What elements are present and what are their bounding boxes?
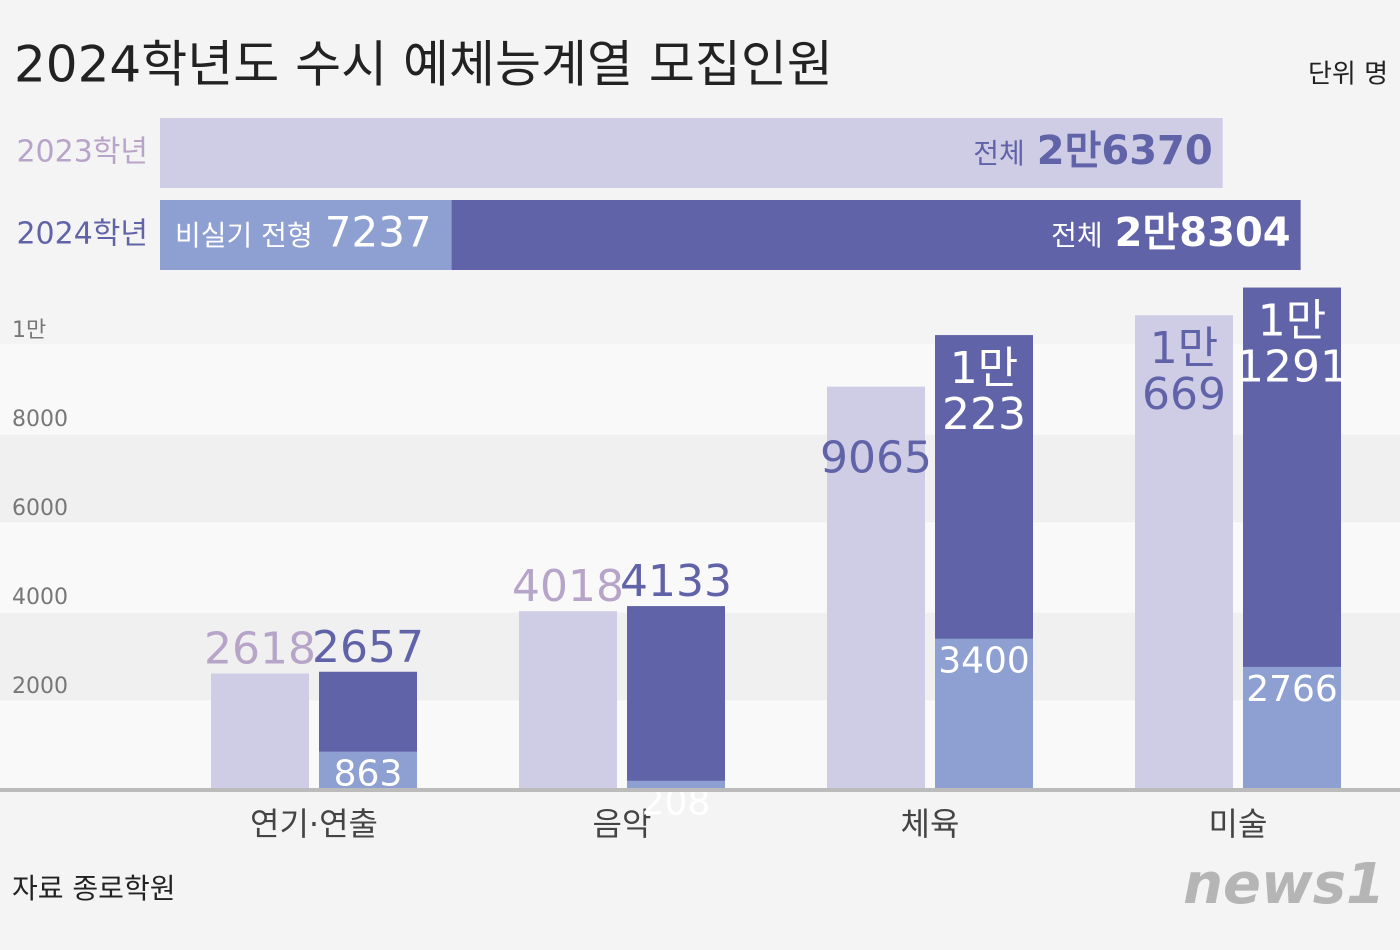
part-value-label: 2766 — [1246, 669, 1338, 710]
total-value: 2만6370 — [1037, 128, 1213, 174]
bar — [519, 611, 617, 790]
part-value: 7237 — [325, 208, 432, 257]
bar — [1135, 315, 1233, 790]
title: 2024학년도 수시 예체능계열 모집인원 — [14, 36, 833, 94]
total-label: 전체 — [1051, 219, 1103, 252]
value-label-line: 1만 — [1150, 323, 1218, 374]
bar — [827, 386, 925, 790]
value-label: 9065 — [820, 433, 932, 484]
logo: news1 — [1183, 852, 1385, 917]
value-label: 2618 — [204, 623, 316, 674]
x-tick-label: 미술 — [1209, 805, 1268, 843]
bar — [627, 606, 725, 790]
row-label: 2023학년 — [16, 135, 148, 170]
value-label: 2657 — [312, 622, 424, 673]
value-label-line: 1만 — [950, 343, 1018, 394]
part-value-label: 863 — [334, 754, 403, 795]
value-label: 1만 223 — [942, 343, 1026, 440]
value-label: 1만 1291 — [1236, 296, 1348, 393]
value-label-line: 223 — [942, 389, 1026, 440]
part-bar — [627, 780, 725, 790]
unit: 단위 명 — [1308, 60, 1388, 90]
y-tick-label: 8000 — [12, 407, 68, 432]
value-label: 1만 669 — [1142, 323, 1226, 420]
x-tick-label: 연기·연출 — [250, 805, 378, 843]
total-bar — [160, 118, 1223, 188]
bar — [211, 673, 309, 790]
total-value: 2만8304 — [1115, 210, 1291, 256]
y-tick-label: 4000 — [12, 585, 68, 610]
x-tick-label: 체육 — [901, 805, 960, 843]
value-label-line: 1만 — [1258, 296, 1326, 347]
total-label: 전체 — [973, 137, 1025, 170]
part-bar — [1243, 666, 1341, 790]
part-label: 비실기 전형 — [175, 219, 313, 252]
part-bar — [319, 751, 417, 790]
value-label: 4018 — [512, 561, 624, 612]
row-label: 2024학년 — [16, 217, 148, 252]
y-tick-label: 1만 — [12, 318, 46, 343]
source: 자료 종로학원 — [12, 872, 175, 905]
part-bar — [160, 200, 452, 270]
y-tick-label: 6000 — [12, 496, 68, 521]
part-value-label: 3400 — [938, 641, 1030, 682]
value-label-line: 1291 — [1236, 342, 1348, 393]
value-label: 4133 — [620, 556, 732, 607]
x-tick-label: 음악 — [593, 805, 652, 843]
value-label-line: 669 — [1142, 369, 1226, 420]
y-tick-label: 2000 — [12, 674, 68, 699]
part-bar — [935, 638, 1033, 790]
